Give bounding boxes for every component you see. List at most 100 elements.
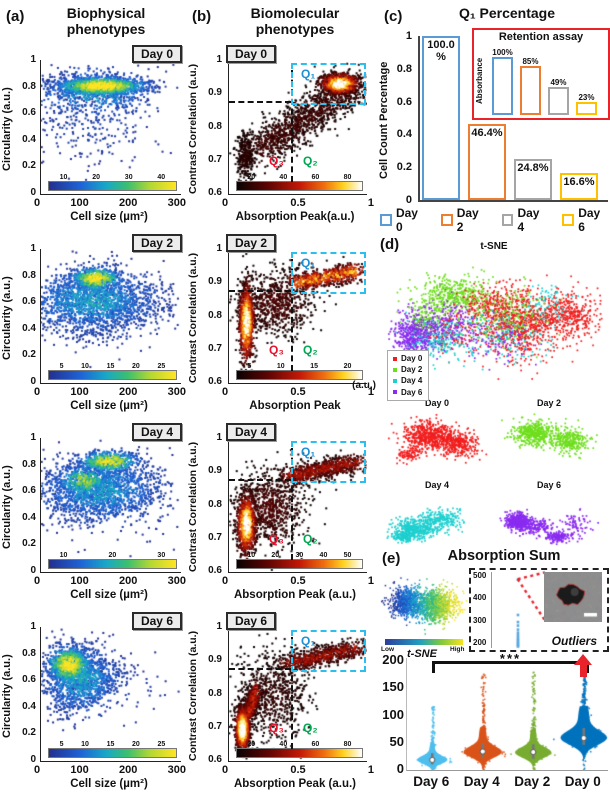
tick-label: 1 <box>367 575 374 587</box>
tick-label: 10 <box>81 741 89 748</box>
tick-label: 50 <box>343 552 352 559</box>
tick-label: 100 <box>70 575 89 587</box>
tsne-small-canvas <box>384 490 490 554</box>
tick-label: 0.9 <box>208 654 222 666</box>
q3-label: Q₃ <box>269 343 284 357</box>
tick-label: 0 <box>30 564 36 576</box>
legend-label: Day 2 <box>401 365 423 375</box>
inset-bar-group: 100% 85% 49% 23% <box>492 48 604 115</box>
tick-label: 1 <box>216 621 222 632</box>
tick-label: 0.6 <box>22 296 36 308</box>
tick-label: 1 <box>30 432 36 443</box>
tick-label: 5 <box>59 363 64 370</box>
tick-label: 20 <box>271 552 280 559</box>
tick-label: 0.8 <box>22 80 36 92</box>
tsne-small-day0: Day 0 <box>384 398 490 477</box>
tick-label: 300 <box>167 197 186 209</box>
tick-label: 0.5 <box>290 764 306 776</box>
colorbar-gradient <box>48 370 177 380</box>
tick-label: 0 <box>222 386 229 398</box>
tick-label: 100 <box>70 197 89 209</box>
q2-label: Q₂ <box>303 721 318 735</box>
tick-label: 80 <box>343 174 352 181</box>
tick-label: 0.6 <box>22 485 36 497</box>
colorbar-gradient <box>48 559 177 569</box>
day-badge: Day 0 <box>131 45 182 63</box>
tick-label: 1 <box>30 243 36 254</box>
inset-bar-label: 85% <box>522 56 539 66</box>
tick-label: 60 <box>311 174 320 181</box>
colorbar-ticks: 5 10 15 20 <box>236 363 363 370</box>
tick-label: 100 <box>70 764 89 776</box>
y-axis-label: Cell Count Percentage <box>378 61 390 179</box>
outlier-cell-image <box>544 572 602 622</box>
scatter-canvas <box>229 438 367 572</box>
legend-label: Day 4 <box>517 206 540 234</box>
panel-e-label: (e) <box>382 550 401 567</box>
panel-b-header: (b) Biomolecular phenotypes <box>186 0 378 44</box>
legend-item-day4: Day 4 <box>501 206 550 234</box>
bar-value-label: 24.8% <box>517 162 549 175</box>
tick-label: 0.4 <box>22 700 36 712</box>
tsne-small-day2: Day 2 <box>496 398 602 477</box>
subplot-a-day2: Day 2 Circularity (a.u.) 1 0.8 0.6 0.4 0.2 0 … <box>0 233 186 422</box>
tick-label: 30 <box>295 552 304 559</box>
tick-label: 0.7 <box>208 342 222 354</box>
x-axis-ticks: 0 0.5 1 <box>222 386 374 398</box>
outliers-label: Outliers <box>551 634 597 648</box>
tsne-small-title: Day 0 <box>424 398 450 408</box>
q1-gate-box <box>291 63 366 105</box>
tick-label: 40 <box>279 174 288 181</box>
tick-label: 0.8 <box>208 687 222 699</box>
q1-gate-box <box>291 441 366 483</box>
tick-label: 0.2 <box>22 727 36 739</box>
x-axis-ticks: 0 100 200 300 <box>34 386 186 398</box>
plot-area: Q₁ Q₃ Q₂ 20 40 60 80 <box>228 627 367 762</box>
tick-label: 300 <box>167 575 186 587</box>
threshold-vline <box>291 70 293 182</box>
violin-canvas <box>407 658 609 770</box>
q1-label: Q₁ <box>301 67 316 81</box>
tick-label: 0.6 <box>208 376 222 387</box>
plot-area: 5 10 15 20 25 <box>40 249 181 384</box>
bar-day4: 24.8% <box>514 159 552 200</box>
tick-label: 0.8 <box>22 269 36 281</box>
colorbar: 10 20 30 <box>48 552 177 569</box>
inset-title: Retention assay <box>498 31 584 43</box>
tick-label: 0.2 <box>22 538 36 550</box>
colorbar-gradient <box>235 748 363 758</box>
scatter-canvas <box>229 60 367 194</box>
tick-label: 0 <box>396 761 404 776</box>
legend-item-day6: Day 6 <box>562 206 610 234</box>
threshold-vline <box>291 448 293 560</box>
y-axis-ticks: 1 0.9 0.8 0.7 0.6 <box>198 243 222 387</box>
day-badge: Day 4 <box>131 423 182 441</box>
tick-label: 0.5 <box>290 197 306 209</box>
colorbar-ticks: 10 20 30 40 50 <box>236 552 363 559</box>
colorbar-low-label: Low <box>381 646 394 653</box>
tick-label: 10 <box>59 174 68 181</box>
right-column: (c) Q₁ Percentage Cell Count Percentage … <box>378 0 610 800</box>
scatter-canvas <box>229 249 367 383</box>
inset-bar-day2: 85% <box>520 57 541 115</box>
panel-c: (c) Q₁ Percentage Cell Count Percentage … <box>378 0 610 234</box>
plot-area: 10 20 30 <box>40 438 181 573</box>
tick-label: 20 <box>92 174 100 181</box>
y-axis-ticks: 1 0.9 0.8 0.7 0.6 <box>198 432 222 576</box>
inset-y-ticks: 500 400 300 200 <box>473 571 486 647</box>
tsne-small-canvas <box>384 408 490 472</box>
q3-label: Q₃ <box>269 154 284 168</box>
tsne-small-day4: Day 4 <box>384 480 490 559</box>
tick-label: 50 <box>389 733 404 749</box>
x-axis-ticks: 0 0.5 1 <box>222 197 374 209</box>
inset-bar-day0: 100% <box>492 48 513 115</box>
legend-swatch <box>501 214 514 226</box>
x-axis-label: Cell size (µm²) <box>70 589 148 601</box>
tick-label: 0.2 <box>22 349 36 361</box>
threshold-hline <box>229 668 291 670</box>
panel-a: (a) Biophysical phenotypes Day 0 Circula… <box>0 0 186 800</box>
tick-label: Day 2 <box>514 774 551 789</box>
inset-bar-day4: 49% <box>548 78 569 115</box>
legend-label: Day 6 <box>578 206 601 234</box>
panel-b-title: Biomolecular phenotypes <box>250 5 340 37</box>
